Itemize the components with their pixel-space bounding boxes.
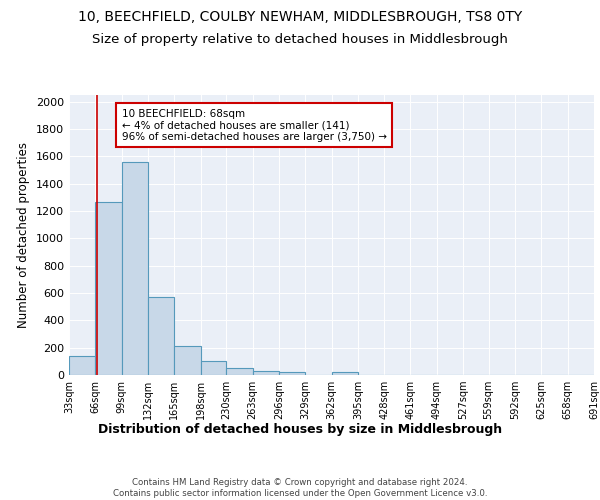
Text: 10 BEECHFIELD: 68sqm
← 4% of detached houses are smaller (141)
96% of semi-detac: 10 BEECHFIELD: 68sqm ← 4% of detached ho… [122,108,386,142]
Bar [279,372,305,375]
Bar [95,202,122,375]
Bar [148,297,175,375]
Y-axis label: Number of detached properties: Number of detached properties [17,142,31,328]
Bar [226,368,253,375]
Bar [331,372,358,375]
Text: 10, BEECHFIELD, COULBY NEWHAM, MIDDLESBROUGH, TS8 0TY: 10, BEECHFIELD, COULBY NEWHAM, MIDDLESBR… [78,10,522,24]
Bar [69,356,95,375]
Bar [175,346,200,375]
Text: Distribution of detached houses by size in Middlesbrough: Distribution of detached houses by size … [98,422,502,436]
Text: Size of property relative to detached houses in Middlesbrough: Size of property relative to detached ho… [92,32,508,46]
Text: Contains HM Land Registry data © Crown copyright and database right 2024.
Contai: Contains HM Land Registry data © Crown c… [113,478,487,498]
Bar [253,371,279,375]
Bar [122,162,148,375]
Bar [200,362,226,375]
